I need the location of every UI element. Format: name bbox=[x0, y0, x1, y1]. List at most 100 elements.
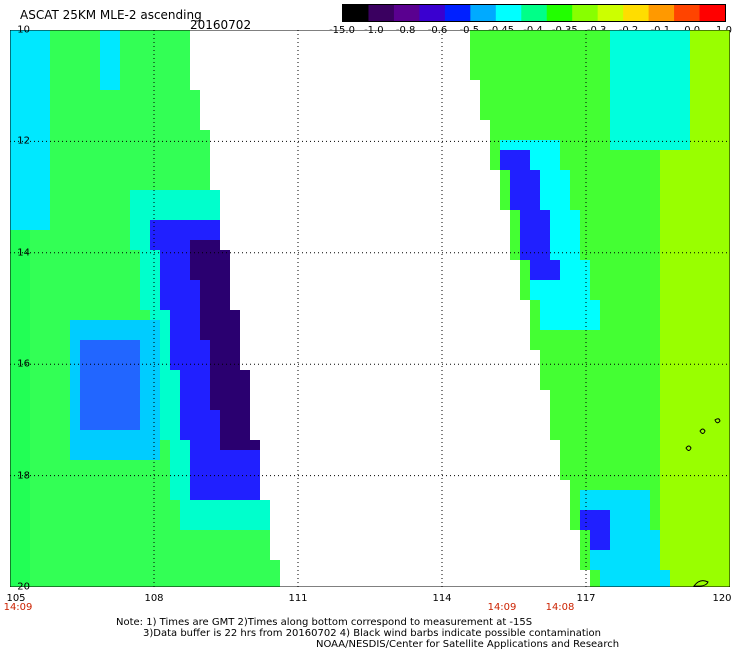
swath-cell bbox=[40, 180, 50, 190]
swath-cell bbox=[710, 110, 720, 120]
swath-cell bbox=[690, 300, 700, 310]
swath-cell bbox=[180, 380, 190, 390]
swath-cell bbox=[530, 190, 540, 200]
swath-cell bbox=[70, 390, 80, 400]
swath-cell bbox=[580, 330, 590, 340]
swath-cell bbox=[210, 220, 220, 230]
swath-cell bbox=[720, 350, 730, 360]
swath-cell bbox=[560, 300, 570, 310]
swath-cell bbox=[90, 290, 100, 300]
swath-cell bbox=[510, 130, 520, 140]
swath-cell bbox=[170, 80, 180, 90]
swath-cell bbox=[590, 570, 600, 580]
swath-cell bbox=[510, 110, 520, 120]
swath-cell bbox=[540, 60, 550, 70]
swath-cell bbox=[150, 70, 160, 80]
swath-cell bbox=[90, 550, 100, 560]
swath-cell bbox=[30, 200, 40, 210]
swath-cell bbox=[160, 460, 170, 470]
swath-cell bbox=[640, 100, 650, 110]
swath-cell bbox=[650, 80, 660, 90]
swath-cell bbox=[140, 430, 150, 440]
swath-map bbox=[10, 30, 730, 587]
swath-cell bbox=[120, 220, 130, 230]
swath-cell bbox=[630, 160, 640, 170]
swath-cell bbox=[680, 170, 690, 180]
swath-cell bbox=[210, 570, 220, 580]
swath-cell bbox=[80, 440, 90, 450]
swath-cell bbox=[500, 90, 510, 100]
swath-cell bbox=[190, 450, 200, 460]
swath-cell bbox=[70, 350, 80, 360]
colorbar-swatch bbox=[674, 5, 701, 21]
swath-cell bbox=[50, 410, 60, 420]
swath-cell bbox=[170, 540, 180, 550]
swath-cell bbox=[170, 280, 180, 290]
swath-cell bbox=[220, 270, 230, 280]
colorbar-swatch bbox=[648, 5, 675, 21]
swath-cell bbox=[70, 90, 80, 100]
swath-cell bbox=[570, 280, 580, 290]
swath-cell bbox=[180, 260, 190, 270]
swath-cell bbox=[710, 220, 720, 230]
swath-cell bbox=[10, 120, 20, 130]
swath-cell bbox=[180, 540, 190, 550]
swath-cell bbox=[680, 150, 690, 160]
swath-cell bbox=[640, 280, 650, 290]
swath-cell bbox=[710, 230, 720, 240]
swath-cell bbox=[560, 170, 570, 180]
swath-cell bbox=[560, 110, 570, 120]
swath-cell bbox=[590, 310, 600, 320]
swath-cell bbox=[700, 90, 710, 100]
swath-cell bbox=[140, 410, 150, 420]
swath-cell bbox=[710, 450, 720, 460]
swath-cell bbox=[700, 70, 710, 80]
swath-cell bbox=[40, 530, 50, 540]
swath-cell bbox=[650, 140, 660, 150]
swath-cell bbox=[130, 70, 140, 80]
swath-cell bbox=[570, 220, 580, 230]
swath-cell bbox=[140, 40, 150, 50]
swath-cell bbox=[660, 290, 670, 300]
swath-cell bbox=[500, 190, 510, 200]
swath-cell bbox=[40, 480, 50, 490]
swath-cell bbox=[60, 270, 70, 280]
swath-cell bbox=[580, 310, 590, 320]
swath-cell bbox=[550, 380, 560, 390]
swath-cell bbox=[580, 350, 590, 360]
swath-cell bbox=[560, 160, 570, 170]
swath-cell bbox=[580, 430, 590, 440]
swath-cell bbox=[30, 520, 40, 530]
swath-cell bbox=[680, 370, 690, 380]
swath-cell bbox=[510, 230, 520, 240]
swath-cell bbox=[80, 370, 90, 380]
swath-cell bbox=[170, 160, 180, 170]
swath-cell bbox=[40, 150, 50, 160]
swath-cell bbox=[650, 480, 660, 490]
swath-cell bbox=[600, 110, 610, 120]
swath-cell bbox=[70, 520, 80, 530]
swath-cell bbox=[180, 470, 190, 480]
swath-cell bbox=[80, 230, 90, 240]
swath-cell bbox=[200, 510, 210, 520]
swath-cell bbox=[70, 540, 80, 550]
swath-cell bbox=[710, 310, 720, 320]
swath-cell bbox=[680, 140, 690, 150]
swath-cell bbox=[70, 250, 80, 260]
swath-cell bbox=[540, 90, 550, 100]
swath-cell bbox=[550, 140, 560, 150]
swath-cell bbox=[510, 150, 520, 160]
colorbar-swatch bbox=[623, 5, 650, 21]
swath-cell bbox=[50, 270, 60, 280]
swath-cell bbox=[520, 210, 530, 220]
swath-cell bbox=[620, 260, 630, 270]
swath-cell bbox=[150, 470, 160, 480]
swath-cell bbox=[640, 380, 650, 390]
swath-cell bbox=[660, 210, 670, 220]
swath-cell bbox=[580, 380, 590, 390]
swath-cell bbox=[680, 430, 690, 440]
swath-cell bbox=[110, 360, 120, 370]
swath-cell bbox=[150, 360, 160, 370]
swath-cell bbox=[530, 170, 540, 180]
swath-cell bbox=[700, 510, 710, 520]
